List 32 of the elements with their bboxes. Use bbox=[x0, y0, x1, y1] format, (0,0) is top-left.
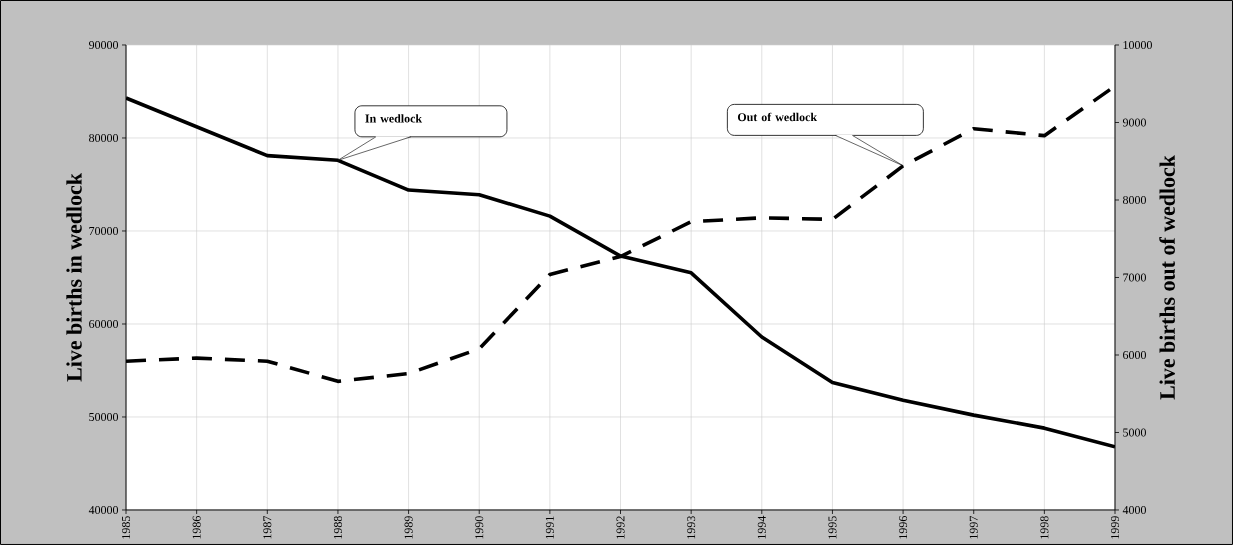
x-tick-label: 1992 bbox=[616, 516, 625, 539]
x-tick-label: 1987 bbox=[263, 516, 272, 539]
x-tick-label: 1990 bbox=[475, 516, 484, 539]
x-tick-label: 1991 bbox=[545, 516, 554, 539]
x-tick-label: 1995 bbox=[828, 516, 837, 539]
y2-tick-label: 9000 bbox=[1122, 118, 1146, 127]
x-tick-label: 1986 bbox=[192, 516, 201, 539]
x-tick-label: 1996 bbox=[899, 516, 908, 539]
y2-tick-label: 7000 bbox=[1123, 273, 1146, 282]
y2-tick-label: 6000 bbox=[1123, 350, 1146, 360]
y-tick-label: 90000 bbox=[89, 40, 119, 50]
y-tick-label: 40000 bbox=[88, 505, 119, 515]
y2-tick-label: 8000 bbox=[1122, 195, 1146, 205]
x-tick-label: 1999 bbox=[1110, 516, 1120, 539]
y2-tick-label: 4000 bbox=[1122, 505, 1146, 515]
annotation: Out of wedlock bbox=[737, 112, 818, 122]
x-tick-label: 1985 bbox=[121, 516, 131, 539]
y-tick-label: 80000 bbox=[89, 133, 119, 143]
y2-axis-title: Live births out of wedlock bbox=[1159, 155, 1175, 400]
x-tick-label: 1998 bbox=[1040, 516, 1049, 539]
x-tick-label: 1993 bbox=[687, 516, 696, 539]
y-tick-label: 60000 bbox=[89, 319, 119, 329]
y-tick-label: 70000 bbox=[89, 226, 119, 236]
x-tick-label: 1997 bbox=[969, 516, 978, 539]
y2-tick-label: 10000 bbox=[1123, 40, 1152, 50]
x-tick-label: 1988 bbox=[333, 516, 342, 539]
annotation: In wedlock bbox=[365, 114, 423, 123]
x-tick-label: 1989 bbox=[404, 516, 413, 539]
y-axis-title: Live births in wedlock bbox=[66, 173, 82, 382]
y-tick-label: 50000 bbox=[89, 412, 119, 422]
x-tick-label: 1994 bbox=[757, 515, 766, 539]
y2-tick-label: 5000 bbox=[1123, 428, 1146, 437]
